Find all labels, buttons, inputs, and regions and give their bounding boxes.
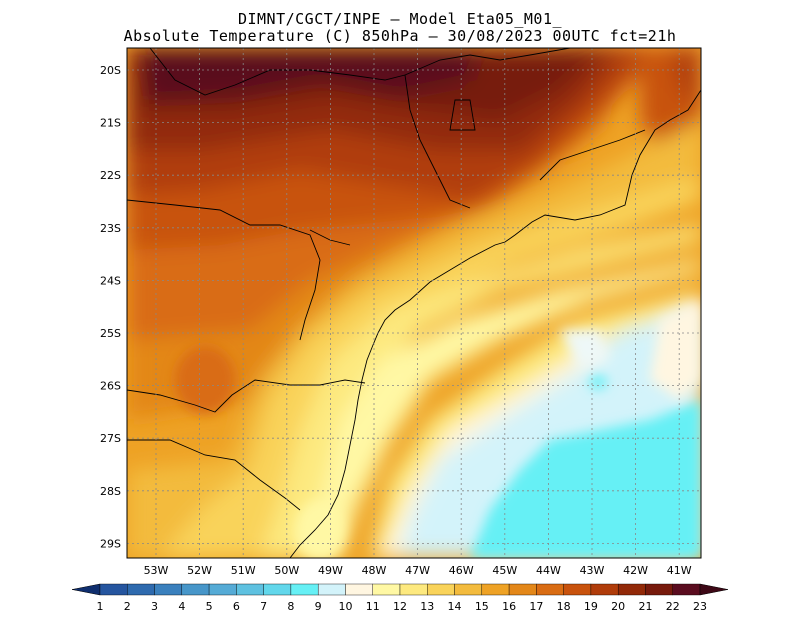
colorbar-label: 2 [124, 600, 131, 613]
colorbar-swatch [536, 583, 564, 596]
colorbar-label: 5 [206, 600, 213, 613]
colorbar-swatch [99, 583, 128, 596]
colorbar-swatch [645, 583, 673, 596]
map-frame [126, 47, 702, 559]
colorbar-swatch [399, 583, 428, 596]
colorbar-label: 14 [448, 600, 462, 613]
chart-title-line-2: Absolute Temperature (C) 850hPa – 30/08/… [123, 27, 677, 45]
colorbar-swatch [345, 583, 373, 596]
colorbar-label: 6 [233, 600, 240, 613]
colorbar-label: 1 [97, 600, 104, 613]
colorbar-swatch [263, 583, 292, 596]
lat-label: 25S [100, 327, 121, 340]
lon-label: 51W [231, 564, 256, 577]
colorbar-swatch [181, 583, 210, 596]
colorbar-swatch [290, 583, 319, 596]
colorbar-swatch [672, 583, 701, 596]
colorbar-left-arrow [71, 583, 101, 596]
colorbar-swatch [154, 583, 183, 596]
colorbar-label: 19 [584, 600, 598, 613]
coastline-borders [127, 48, 701, 558]
colorbar-label: 11 [366, 600, 380, 613]
colorbar-swatch [127, 583, 155, 596]
graticule [127, 48, 701, 558]
lat-label: 20S [100, 64, 121, 77]
colorbar-swatch [481, 583, 510, 596]
colorbar-swatch [317, 583, 346, 596]
colorbar-label: 22 [666, 600, 680, 613]
lat-label: 22S [100, 169, 121, 182]
lon-label: 49W [318, 564, 343, 577]
colorbar-label: 23 [693, 600, 707, 613]
colorbar-swatch [427, 583, 455, 596]
colorbar-swatch [372, 583, 401, 596]
longitude-labels: 53W 52W 51W 50W 49W 48W 47W 46W 45W 44W 43W 42W 41W [144, 564, 692, 577]
lat-label: 23S [100, 222, 121, 235]
colorbar-right-arrow [699, 583, 729, 596]
colorbar-label: 10 [338, 600, 352, 613]
colorbar-label: 15 [475, 600, 489, 613]
lat-label: 26S [100, 380, 121, 393]
colorbar-label: 9 [315, 600, 322, 613]
colorbar-label: 4 [178, 600, 185, 613]
lat-label: 28S [100, 485, 121, 498]
colorbar-label: 13 [420, 600, 434, 613]
latitude-labels: 20S 21S 22S 23S 24S 25S 26S 27S 28S 29S [100, 64, 121, 550]
colorbar-label: 18 [557, 600, 571, 613]
lon-label: 45W [492, 564, 517, 577]
colorbar-label: 16 [502, 600, 516, 613]
colorbar-swatch [617, 583, 646, 596]
colorbar-label: 17 [529, 600, 543, 613]
colorbar-label: 3 [151, 600, 158, 613]
lon-label: 43W [580, 564, 605, 577]
lon-label: 47W [405, 564, 430, 577]
lat-label: 27S [100, 432, 121, 445]
lon-label: 44W [536, 564, 561, 577]
colorbar-swatch [454, 583, 483, 596]
lon-label: 46W [449, 564, 474, 577]
lat-label: 29S [100, 537, 121, 550]
temperature-field [127, 48, 701, 558]
lon-label: 42W [623, 564, 648, 577]
colorbar-label: 21 [638, 600, 652, 613]
colorbar-swatch [508, 583, 537, 596]
colorbar-swatch [563, 583, 592, 596]
lat-label: 24S [100, 274, 121, 287]
chart-title-line-1: DIMNT/CGCT/INPE – Model Eta05_M01_ [237, 10, 563, 28]
colorbar-swatch [590, 583, 619, 596]
lon-label: 53W [144, 564, 169, 577]
colorbar-label: 7 [260, 600, 267, 613]
lon-label: 41W [667, 564, 692, 577]
colorbar-label: 20 [611, 600, 625, 613]
colorbar-label: 12 [393, 600, 407, 613]
lon-label: 52W [187, 564, 212, 577]
colorbar-swatch [236, 583, 264, 596]
colorbar-label: 8 [287, 600, 294, 613]
lon-label: 50W [274, 564, 299, 577]
lat-label: 21S [100, 117, 121, 130]
colorbar-swatch [208, 583, 237, 596]
lon-label: 48W [362, 564, 387, 577]
colorbar: 1 2 3 4 5 6 7 8 9 10 11 12 13 14 15 16 17 18 19 20 21 22 23 [71, 583, 729, 613]
